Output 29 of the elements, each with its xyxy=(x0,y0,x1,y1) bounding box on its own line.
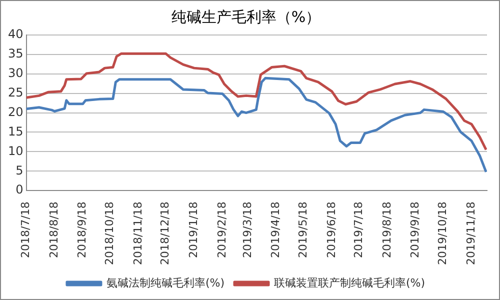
y-tick-label: 10 xyxy=(8,144,24,158)
x-tick-label: 2019/2/18 xyxy=(215,202,228,258)
y-tick-label: 35 xyxy=(8,46,24,61)
x-tick-label: 2018/7/18 xyxy=(19,202,32,258)
x-tick-label: 2018/12/18 xyxy=(158,202,172,266)
x-tick-label: 2019/8/18 xyxy=(380,202,394,258)
y-tick-label: 30 xyxy=(8,66,24,80)
x-tick-label: 2018/8/18 xyxy=(47,202,60,258)
x-tick-label: 2019/1/18 xyxy=(187,202,200,258)
y-tick-label: 5 xyxy=(16,163,24,178)
y-tick-label: 25 xyxy=(8,85,24,100)
x-tick-label: 2019/11/18 xyxy=(464,202,478,266)
x-tick-label: 2018/10/18 xyxy=(103,202,116,266)
x-tick-label: 2019/6/18 xyxy=(324,202,338,258)
y-tick-label: 20 xyxy=(8,104,24,119)
x-tick-label: 2019/5/18 xyxy=(296,202,310,258)
x-tick-label: 2018/9/18 xyxy=(76,202,89,258)
y-tick-label: 40 xyxy=(8,27,24,42)
x-tick-label: 2019/9/18 xyxy=(408,202,422,258)
x-tick-label: 2018/11/18 xyxy=(131,202,144,266)
x-tick-label: 2019/7/18 xyxy=(352,202,366,258)
x-tick-label: 2019/3/18 xyxy=(240,202,254,258)
legend-label: 氨碱法制纯碱毛利率(%) xyxy=(106,276,225,290)
chart-title: 纯碱生产毛利率（%） xyxy=(171,8,321,26)
legend-label: 联碱装置联产制纯碱毛利率(%) xyxy=(274,276,426,290)
x-tick-label: 2019/10/18 xyxy=(436,202,450,266)
y-tick-label: 0 xyxy=(16,182,24,197)
y-tick-label: 15 xyxy=(8,124,24,138)
x-tick-label: 2019/4/18 xyxy=(269,202,282,258)
